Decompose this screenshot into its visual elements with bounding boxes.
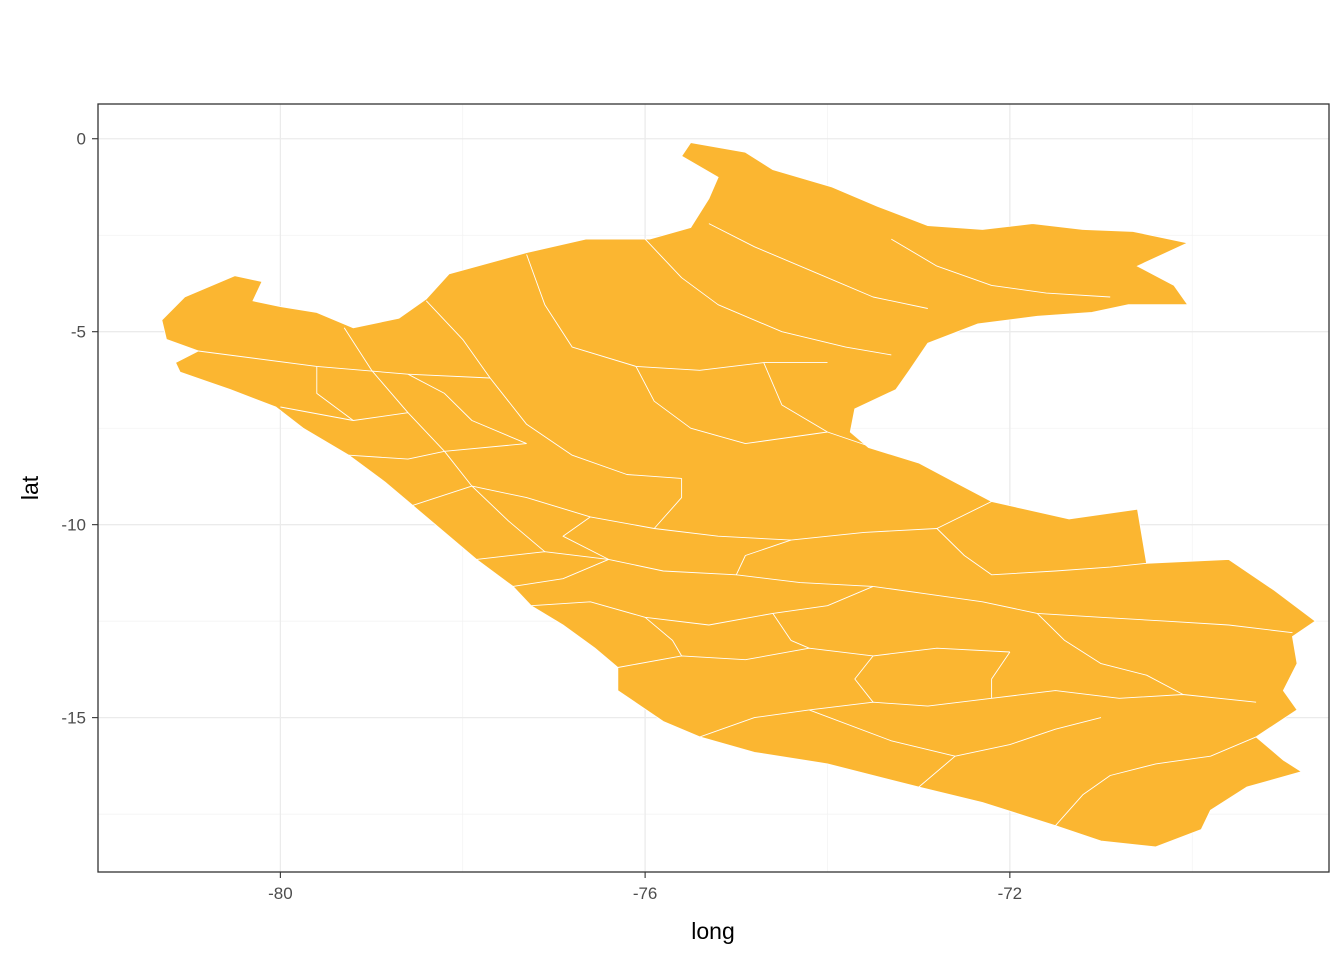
y-tick-label: -5 (71, 323, 86, 342)
region-boundary (854, 655, 874, 703)
region-boundary (644, 238, 892, 356)
region-boundary (735, 539, 792, 575)
region-boundary (407, 373, 527, 445)
y-axis: 0 -5 -10 -15 (61, 130, 98, 728)
regions-layer (161, 142, 1317, 848)
region-boundary (699, 690, 1257, 738)
region-boundary (1036, 613, 1184, 695)
y-tick-label: -10 (61, 516, 86, 535)
y-tick-label: -15 (61, 709, 86, 728)
x-axis: -80 -76 -72 (268, 872, 1022, 903)
region-boundary (708, 223, 928, 309)
x-tick-label: -80 (268, 884, 293, 903)
region-boundary (936, 528, 1147, 576)
region-boundary (918, 717, 1102, 788)
x-tick-label: -72 (998, 884, 1023, 903)
region-boundary (644, 616, 682, 657)
region-boundary (1055, 736, 1257, 826)
region-boundary (991, 651, 1011, 699)
region-boundary (891, 238, 1111, 298)
region-boundary (653, 478, 683, 529)
country-shape (161, 142, 1317, 848)
region-boundary (198, 350, 491, 379)
region-boundary (316, 366, 354, 421)
region-boundary (512, 558, 609, 587)
region-boundaries (198, 223, 1293, 826)
region-boundary (635, 366, 828, 445)
x-tick-label: -76 (633, 884, 658, 903)
region-boundary (873, 585, 1293, 634)
y-tick-label: 0 (77, 130, 86, 149)
y-axis-title: lat (17, 475, 43, 500)
region-boundary (772, 613, 810, 649)
region-boundary (412, 485, 992, 541)
region-boundary (476, 551, 874, 587)
panel-border (97, 103, 1330, 873)
region-boundary (763, 362, 874, 448)
x-axis-title: long (691, 918, 734, 944)
region-boundary (531, 585, 874, 626)
region-boundary (562, 516, 609, 560)
region-boundary (425, 300, 682, 479)
region-boundary (348, 443, 527, 460)
region-boundary (809, 709, 956, 757)
